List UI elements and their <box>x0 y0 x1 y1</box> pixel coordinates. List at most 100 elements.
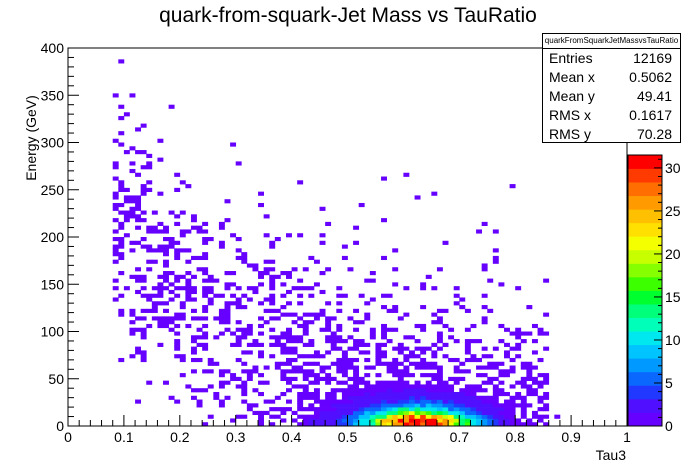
heatmap-cell <box>487 422 494 427</box>
heatmap-cell <box>302 312 309 317</box>
heatmap-cell <box>353 225 360 230</box>
heatmap-cell <box>381 395 387 400</box>
heatmap-cell <box>481 320 488 325</box>
heatmap-cell <box>386 399 393 404</box>
heatmap-cell <box>364 312 371 317</box>
heatmap-cell <box>202 255 209 261</box>
heatmap-cell <box>543 380 550 385</box>
heatmap-cell <box>353 320 360 325</box>
heatmap-cell <box>135 172 142 177</box>
heatmap-cell <box>537 380 544 385</box>
heatmap-cell <box>347 391 354 397</box>
heatmap-cell <box>112 244 119 249</box>
heatmap-cell <box>375 407 382 412</box>
heatmap-cell <box>190 357 197 363</box>
heatmap-cell <box>492 403 499 408</box>
heatmap-cell <box>442 380 449 385</box>
heatmap-cell <box>146 267 153 272</box>
heatmap-cell <box>397 399 404 404</box>
heatmap-cell <box>319 365 326 370</box>
heatmap-cell <box>403 407 410 412</box>
heatmap-cell <box>246 331 253 336</box>
heatmap-cell <box>453 376 460 381</box>
heatmap-cell <box>358 395 365 400</box>
heatmap-cell <box>381 384 387 389</box>
heatmap-cell <box>258 202 264 208</box>
heatmap-cell <box>498 418 505 423</box>
heatmap-cell <box>179 316 186 321</box>
heatmap-cell <box>403 286 410 291</box>
heatmap-cell <box>481 316 488 321</box>
heatmap-cell <box>369 414 376 419</box>
heatmap-cell <box>381 422 387 427</box>
heatmap-cell <box>431 395 438 400</box>
heatmap-cell <box>135 399 142 404</box>
heatmap-cell <box>258 350 264 355</box>
heatmap-cell <box>453 301 460 306</box>
heatmap-cell <box>537 384 544 389</box>
heatmap-cell <box>459 376 466 381</box>
heatmap-cell <box>157 157 164 162</box>
heatmap-cell <box>364 316 371 321</box>
heatmap-cell <box>286 407 292 412</box>
heatmap-cell <box>286 376 292 381</box>
heatmap-cell <box>308 395 315 400</box>
heatmap-cell <box>196 388 203 393</box>
x-tick-label: 0.1 <box>114 429 134 445</box>
heatmap-cell <box>129 308 136 313</box>
heatmap-cell <box>224 286 231 291</box>
heatmap-cell <box>531 376 538 381</box>
heatmap-cell <box>302 327 309 332</box>
heatmap-cell <box>269 308 276 313</box>
heatmap-cell <box>118 312 125 317</box>
heatmap-cell <box>163 252 169 257</box>
heatmap-cell <box>135 274 142 279</box>
heatmap-cell <box>302 376 309 381</box>
heatmap-cell <box>274 274 281 279</box>
heatmap-cell <box>163 308 169 313</box>
heatmap-cell <box>341 339 348 344</box>
heatmap-cell <box>118 142 125 147</box>
heatmap-cell <box>358 376 365 381</box>
heatmap-cell <box>386 418 393 423</box>
heatmap-cell <box>353 407 360 412</box>
heatmap-cell <box>498 323 505 329</box>
heatmap-cell <box>202 252 209 257</box>
heatmap-cell <box>190 225 197 230</box>
heatmap-cell <box>174 252 181 257</box>
heatmap-cell <box>123 286 130 291</box>
heatmap-cell <box>302 320 309 325</box>
heatmap-cell <box>476 365 483 370</box>
heatmap-cell <box>358 339 365 344</box>
heatmap-cell <box>157 138 164 143</box>
heatmap-cell <box>526 331 533 336</box>
heatmap-cell <box>258 373 264 378</box>
heatmap-cell <box>414 346 421 351</box>
heatmap-cell <box>436 267 443 272</box>
heatmap-cell <box>408 388 415 393</box>
heatmap-cell <box>135 199 142 204</box>
heatmap-cell <box>112 176 119 181</box>
heatmap-cell <box>504 422 510 427</box>
heatmap-cell <box>286 301 292 306</box>
heatmap-cell <box>241 361 248 366</box>
heatmap-cell <box>358 380 365 385</box>
heatmap-cell <box>269 301 276 306</box>
heatmap-cell <box>358 350 365 355</box>
heatmap-cell <box>392 391 399 397</box>
heatmap-cell <box>358 202 365 208</box>
heatmap-cell <box>112 252 119 257</box>
chart-title: quark-from-squark-Jet Mass vs TauRatio <box>159 4 537 27</box>
heatmap-cell <box>492 399 499 404</box>
heatmap-cell <box>286 350 292 355</box>
heatmap-cell <box>330 388 337 393</box>
heatmap-cell <box>436 331 443 336</box>
heatmap-cell <box>492 255 499 261</box>
heatmap-cell <box>341 395 348 400</box>
heatmap-cell <box>269 335 276 340</box>
heatmap-cell <box>135 225 142 230</box>
heatmap-cell <box>286 369 292 374</box>
heatmap-cell <box>302 323 309 329</box>
heatmap-cell <box>353 342 360 347</box>
heatmap-cell <box>425 403 432 408</box>
